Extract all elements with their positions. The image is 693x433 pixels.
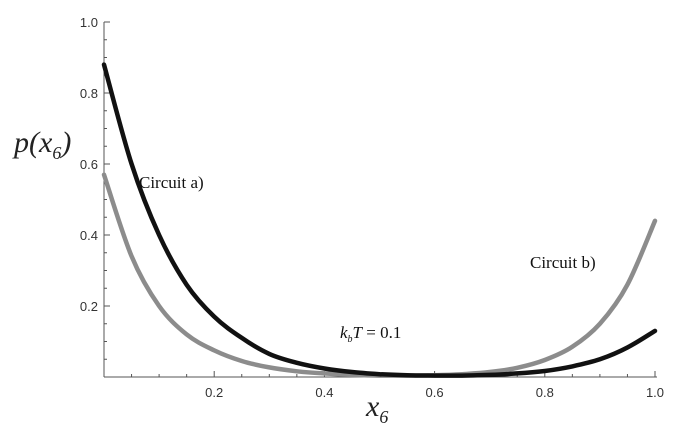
- temperature-annotation: kbT = 0.1: [340, 323, 401, 345]
- annotation-sub: b: [348, 334, 353, 345]
- x-tick-label: 0.6: [426, 385, 444, 400]
- x-tick-label: 0.2: [205, 385, 223, 400]
- x-tick-label: 0.4: [315, 385, 333, 400]
- y-axis-title-pre: p(: [12, 126, 41, 159]
- y-axis-title: p(x6): [12, 126, 71, 163]
- series-line-circuit-b: [101, 172, 658, 378]
- x-tick-label: 0.8: [536, 385, 554, 400]
- y-axis-title-var: x: [38, 126, 53, 159]
- series-line-circuit-a: [101, 62, 658, 378]
- y-tick-label: 0.8: [80, 86, 98, 101]
- y-tick-label: 0.6: [80, 157, 98, 172]
- y-tick-label: 0.4: [80, 228, 98, 243]
- annotation-var: T: [353, 323, 364, 342]
- annotation-pre: k: [340, 323, 348, 342]
- x-tick-label: 1.0: [646, 385, 664, 400]
- axes: 0.2 0.4 0.6 0.8 1.0 0.2 0.4 0.6 0.8 1.0: [80, 15, 664, 400]
- x-axis-title: x6: [365, 390, 388, 427]
- x-axis-title-sub: 6: [379, 407, 388, 427]
- y-tick-label: 0.2: [80, 299, 98, 314]
- annotation-post: = 0.1: [362, 323, 401, 342]
- series-label-circuit-b: Circuit b): [530, 253, 596, 272]
- y-tick-label: 1.0: [80, 15, 98, 30]
- y-axis-title-sub: 6: [52, 143, 61, 163]
- y-axis-title-post: ): [59, 126, 71, 159]
- series-label-circuit-a: Circuit a): [139, 173, 204, 192]
- series-layer: [101, 62, 658, 378]
- x-axis-title-main: x: [365, 390, 380, 423]
